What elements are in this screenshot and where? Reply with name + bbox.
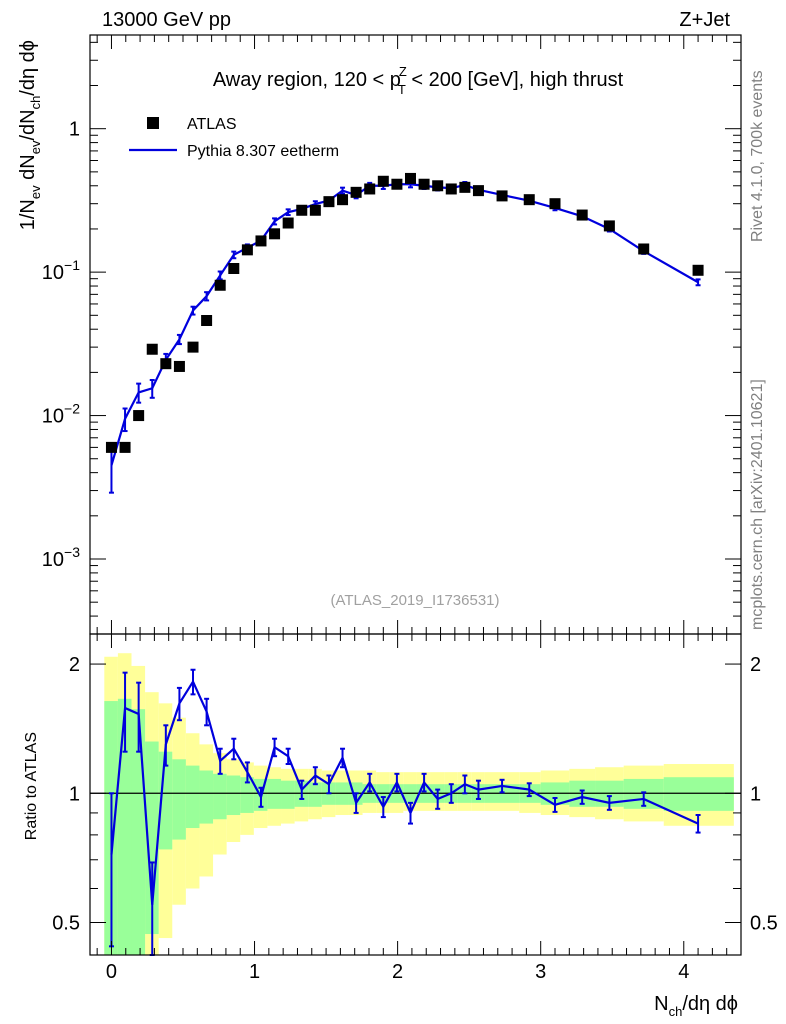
atlas-data-point [496,190,508,202]
xlabel: Nch/dη dϕ [654,993,738,1019]
ylabel-part-6: /dη dϕ [17,40,39,96]
band-inner-bin [172,759,186,840]
main-series [105,172,704,494]
atlas-data-point [255,235,267,247]
y-tick-label-base: 10 [42,262,64,284]
atlas-data-point [228,262,240,274]
ratio-y-tick-label-left: 1 [69,783,80,805]
main-ylabel: 1/Nev dNev/dNch/dη dϕ [17,40,43,230]
atlas-data-point [364,183,376,195]
atlas-data-point [432,180,444,192]
title-sub: T [398,82,406,97]
ylabel-part-1: ev [28,185,43,199]
y-tick-label: 10−1 [42,257,80,284]
analysis-watermark: (ATLAS_2019_I1736531) [330,592,499,609]
atlas-data-point [576,209,588,221]
plot-title: Away region, 120 < pZ T < 200 [GeV], high… [213,64,624,97]
band-inner-bin [117,698,132,955]
mcplots-label: mcplots.cern.ch [arXiv:2401.10621] [749,379,766,630]
y-tick-label: 10−2 [42,401,80,428]
band-inner-bin [185,765,200,829]
atlas-data-point [377,175,389,187]
atlas-data-point [404,172,416,184]
legend-mc-label: Pythia 8.307 eetherm [187,143,339,160]
atlas-data-point [323,196,335,208]
ratio-y-tick-label-left: 0.5 [52,912,80,934]
atlas-data-point [296,204,308,216]
title-prefix: Away region, 120 < p [213,69,401,91]
band-inner-bin [226,775,241,816]
atlas-data-point [638,243,650,255]
atlas-data-point [146,343,158,355]
atlas-data-point [692,264,704,276]
band-inner-bin [199,770,214,824]
y-tick-label: 10−3 [42,544,80,571]
ratio-series [90,668,741,956]
atlas-data-point [119,441,131,453]
y-tick-label-base: 10 [42,406,64,428]
ratio-y-tick-label-right: 2 [750,654,761,676]
atlas-data-point [160,358,172,370]
band-inner-bin [213,773,227,820]
x-tick-label: 4 [678,961,689,983]
atlas-data-point [603,220,615,232]
ratio-ylabel: Ratio to ATLAS [23,732,40,840]
atlas-data-point [523,194,535,206]
ratio-y-tick-label-left: 2 [69,654,80,676]
y-tick-label-exp: −1 [64,257,80,273]
y-tick-label: 1 [69,119,80,141]
atlas-data-point [241,244,253,256]
ylabel-part-2: dN [17,154,39,185]
xlabel-part-2: /dη dϕ [682,993,738,1015]
ratio-y-tick-label-right: 0.5 [750,912,778,934]
ylabel-part-3: ev [28,140,43,154]
ratio-y-tick-label-right: 1 [750,783,761,805]
header-right: Z+Jet [679,9,730,31]
ylabel-part-4: /dN [17,109,39,140]
rivet-label: Rivet 4.1.0, 700k events [749,70,766,242]
band-inner-bin [663,777,734,811]
atlas-data-point [187,341,199,353]
atlas-data-point [105,441,117,453]
band-inner-bin [308,782,322,807]
y-tick-label-exp: −2 [64,401,80,417]
atlas-data-point [214,279,226,291]
atlas-data-point [391,178,403,190]
title-sup: Z [399,64,407,79]
band-inner-bin [281,780,295,809]
legend-data-marker [147,117,159,129]
ylabel-part-0: 1/N [17,199,39,230]
ratio-frame [89,633,742,956]
title-suffix: < 200 [GeV], high thrust [406,69,624,91]
x-tick-label: 2 [392,961,403,983]
y-tick-label-base: 10 [42,549,64,571]
atlas-data-point [269,228,281,240]
atlas-data-point [309,204,321,216]
xlabel-part-1: ch [669,1004,683,1019]
atlas-data-point [337,194,349,206]
y-tick-label-exp: −3 [64,544,80,560]
x-tick-label: 3 [535,961,546,983]
header-left: 13000 GeV pp [102,9,231,31]
band-inner-bin [145,741,159,935]
x-tick-label: 0 [106,961,117,983]
atlas-data-point [350,186,362,198]
atlas-data-point [445,183,457,195]
atlas-data-point [549,198,561,210]
atlas-data-point [173,360,185,372]
legend-data-label: ATLAS [187,116,237,133]
atlas-data-point [459,181,471,193]
xlabel-part-0: N [654,993,668,1015]
ylabel-part-5: ch [28,96,43,110]
band-inner-bin [240,777,254,813]
atlas-data-point [133,410,145,422]
atlas-data-point [472,185,484,197]
atlas-data-point [282,217,294,229]
atlas-data-point [201,315,213,327]
atlas-data-point [418,178,430,190]
x-tick-label: 1 [249,961,260,983]
